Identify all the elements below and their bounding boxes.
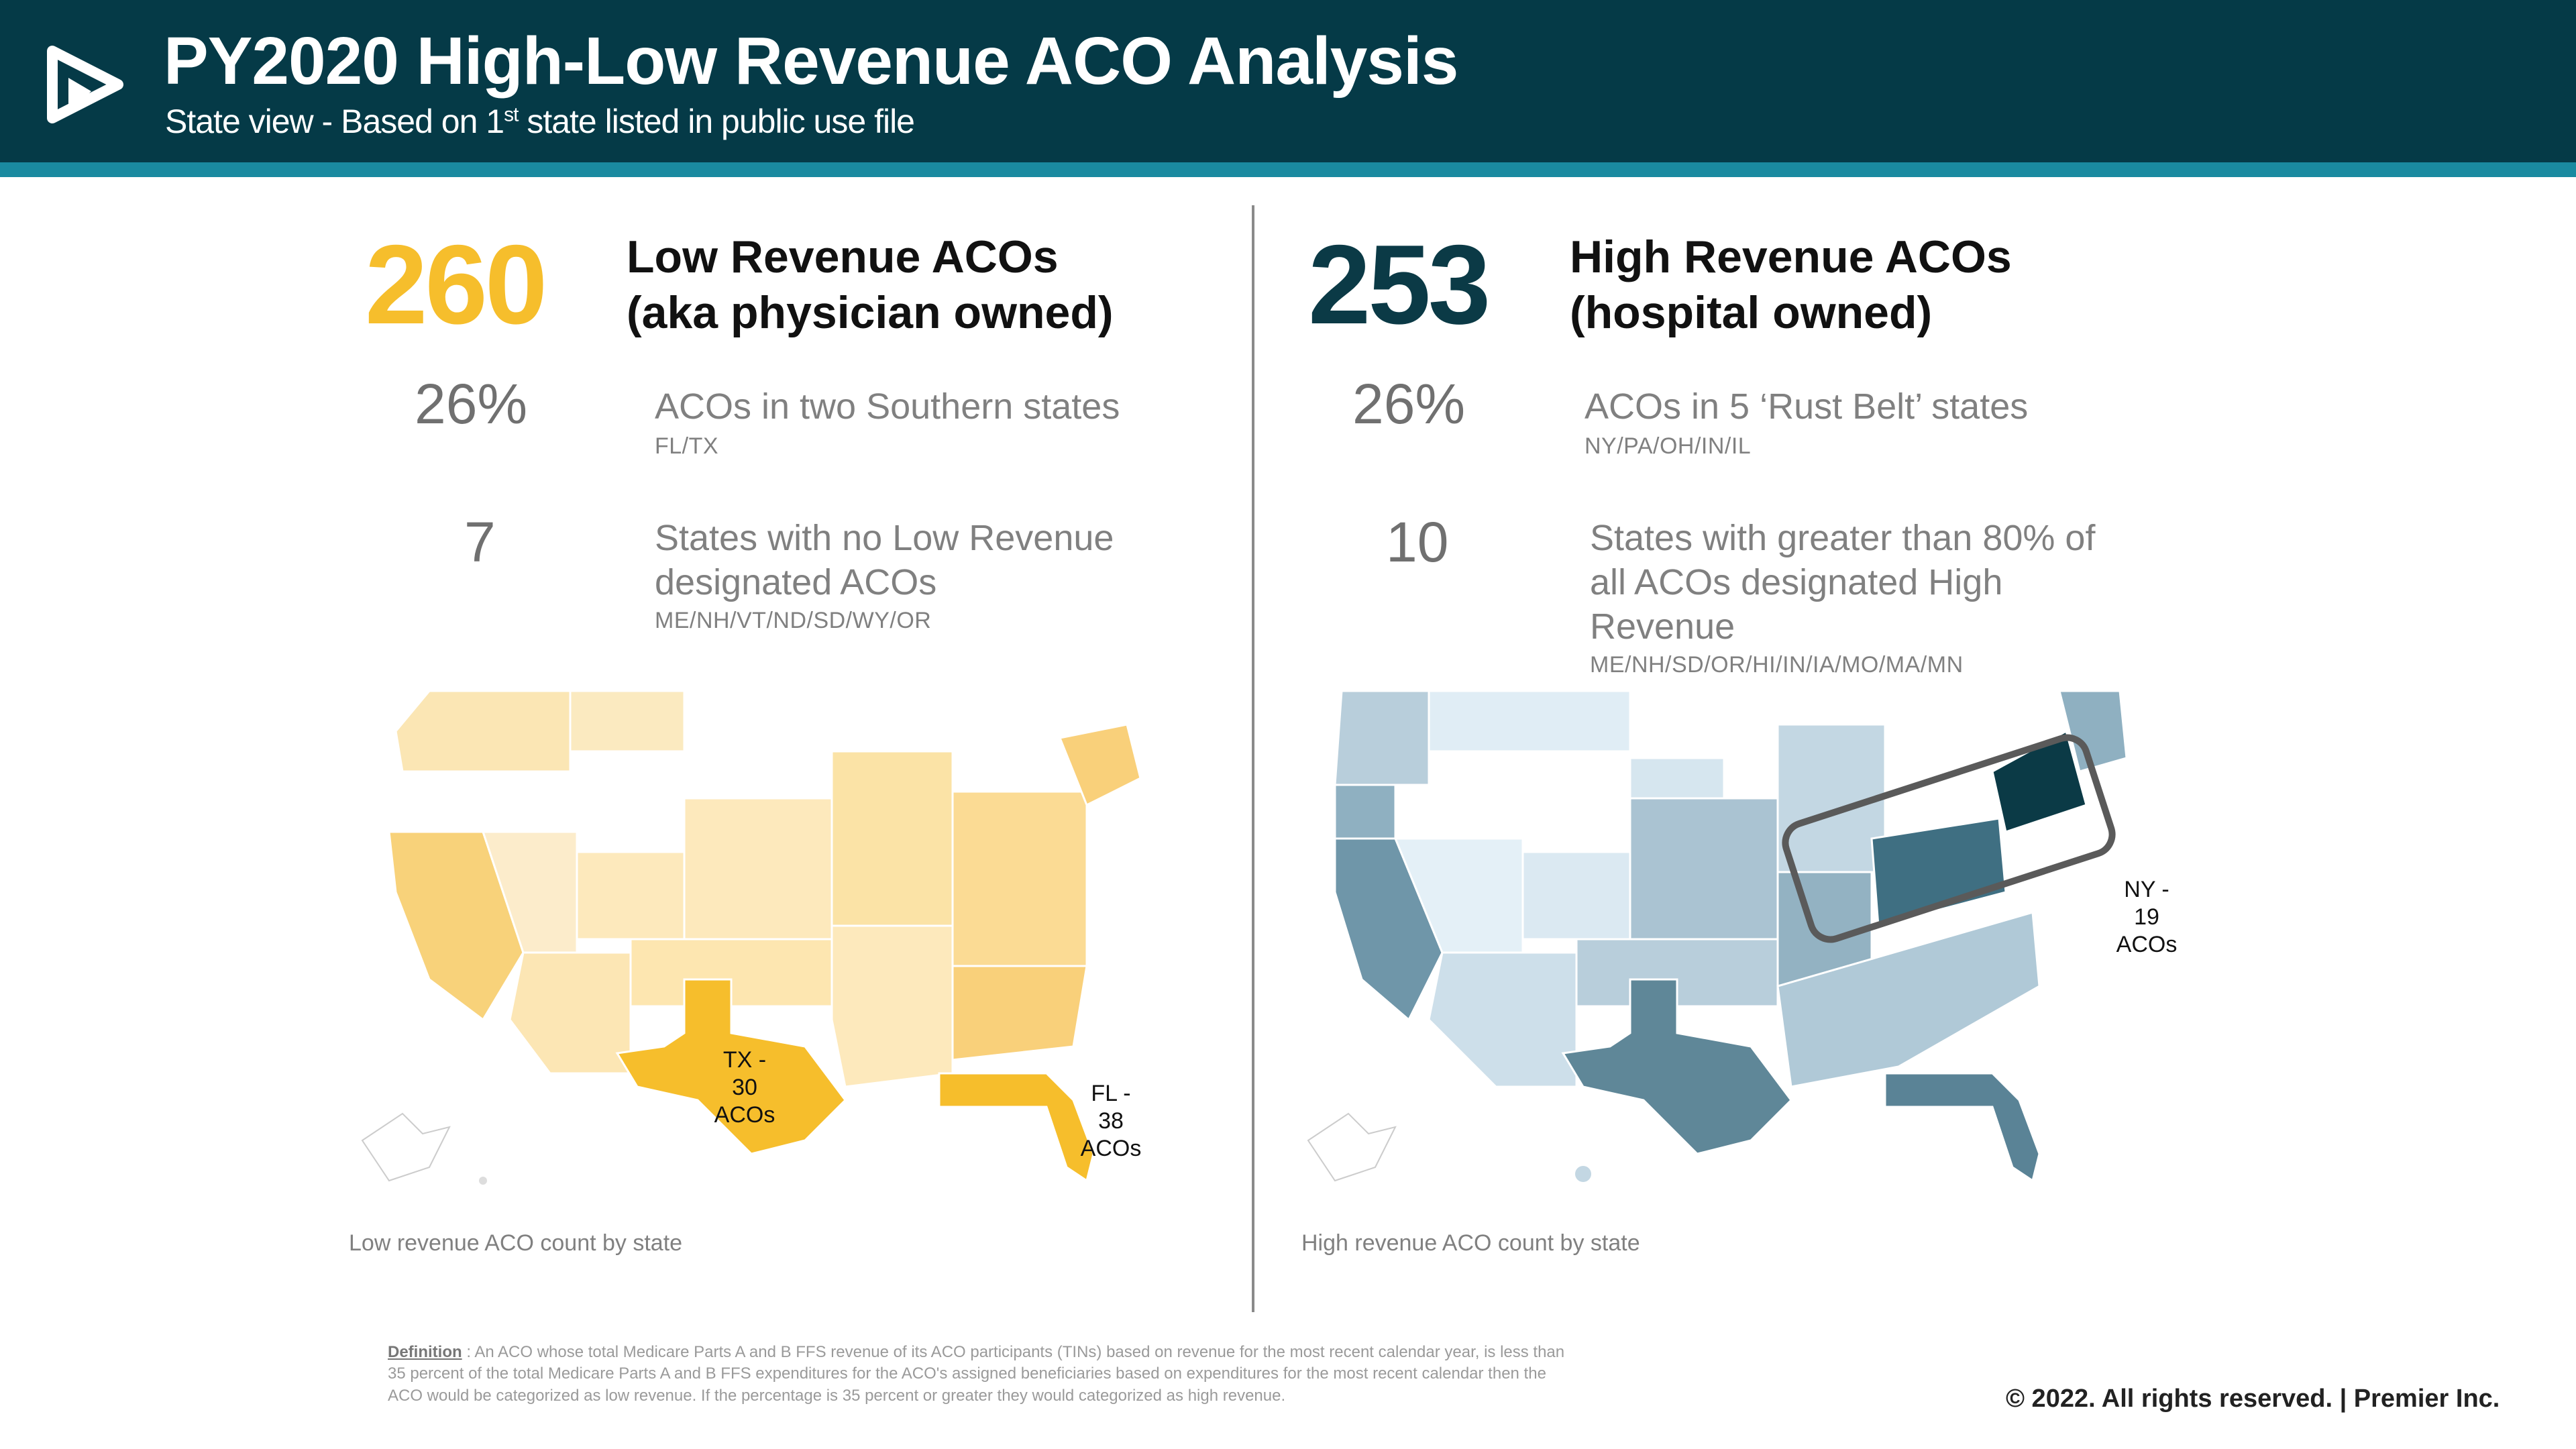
low-revenue-title: Low Revenue ACOs (aka physician owned) — [627, 229, 1114, 341]
page-subtitle: State view - Based on 1st state listed i… — [165, 103, 915, 140]
map-state-montana — [569, 690, 686, 753]
map-state-alaska — [361, 1112, 451, 1182]
low-map-caption: Low revenue ACO count by state — [349, 1230, 683, 1256]
high-stat1-sub: NY/PA/OH/IN/IL — [1585, 433, 1752, 459]
map-region-south-central — [830, 924, 954, 1088]
center-divider — [1252, 205, 1254, 1312]
low-revenue-title-line2: (aka physician owned) — [627, 286, 1114, 338]
high-revenue-us-map — [1307, 690, 2128, 1183]
premier-play-logo-icon — [47, 46, 123, 123]
map-state-south-dakota — [1629, 757, 1725, 800]
low-stat1-text: ACOs in two Southern states — [655, 386, 1120, 427]
low-stat2-text-line2: designated ACOs — [655, 561, 937, 602]
high-ny-label: NY - 19 ACOs — [2106, 876, 2187, 958]
high-ny-label-line1: NY - — [2124, 877, 2169, 902]
copyright-notice: © 2022. All rights reserved. | Premier I… — [2006, 1385, 2500, 1413]
high-ny-label-line3: ACOs — [2116, 931, 2178, 957]
map-state-new-york — [1058, 723, 1142, 807]
map-region-midwest — [830, 750, 954, 927]
map-state-texas — [615, 978, 847, 1155]
low-stat2-value: 7 — [464, 511, 496, 574]
high-stat2-sub: ME/NH/SD/OR/HI/IN/IA/MO/MA/MN — [1590, 652, 1964, 678]
high-ny-label-line2: 19 — [2134, 904, 2159, 930]
high-revenue-title-line2: (hospital owned) — [1570, 286, 1933, 338]
map-state-florida — [1884, 1072, 2041, 1183]
map-region-oklahoma-kansas — [1575, 938, 1779, 1008]
low-tx-label-line1: TX - — [722, 1047, 767, 1073]
map-region-new-england — [2058, 690, 2128, 773]
map-region-new-england — [1126, 696, 1175, 767]
high-revenue-count: 253 — [1308, 221, 1491, 347]
low-stat2-text-line1: States with no Low Revenue — [655, 518, 1114, 558]
map-state-wyoming — [1521, 784, 1618, 853]
low-revenue-title-line1: Low Revenue ACOs — [627, 231, 1059, 282]
map-region-northwest — [1334, 690, 1430, 786]
map-region-plains — [1629, 797, 1779, 941]
low-stat1-sub: FL/TX — [655, 433, 719, 459]
low-fl-label-line3: ACOs — [1080, 1135, 1142, 1161]
low-fl-label-line1: FL - — [1091, 1081, 1131, 1106]
low-tx-label: TX - 30 ACOs — [704, 1046, 785, 1128]
high-stat1-text: ACOs in 5 ‘Rust Belt’ states — [1585, 386, 2029, 427]
high-revenue-title: High Revenue ACOs (hospital owned) — [1570, 229, 2012, 341]
map-region-southeast — [951, 965, 1088, 1061]
map-region-southwest — [1428, 951, 1578, 1088]
low-stat2-text: States with no Low Revenue designated AC… — [655, 517, 1114, 605]
low-revenue-count: 260 — [365, 221, 547, 347]
header-accent-stripe — [0, 162, 2576, 177]
low-revenue-us-map — [361, 690, 1175, 1185]
definition-body: : An ACO whose total Medicare Parts A an… — [388, 1343, 1565, 1405]
map-state-colorado — [1521, 851, 1631, 941]
high-stat1-value: 26% — [1352, 372, 1466, 435]
map-state-north-dakota — [683, 710, 780, 753]
low-tx-label-line2: 30 — [732, 1074, 757, 1100]
page-title: PY2020 High-Low Revenue ACO Analysis — [164, 23, 1458, 99]
high-stat2-text-line2: all ACOs designated High — [1590, 561, 2003, 602]
map-region-plains — [683, 797, 833, 941]
map-state-texas — [1561, 978, 1792, 1155]
map-state-hawaii — [1575, 1166, 1591, 1182]
low-fl-label: FL - 38 ACOs — [1071, 1080, 1151, 1162]
map-state-hawaii — [479, 1177, 487, 1185]
low-tx-label-line3: ACOs — [714, 1102, 775, 1128]
low-stat2-sub: ME/NH/VT/ND/SD/WY/OR — [655, 608, 932, 633]
high-stat2-text: States with greater than 80% of all ACOs… — [1590, 517, 2095, 649]
high-revenue-title-line1: High Revenue ACOs — [1570, 231, 2012, 282]
map-region-east — [951, 790, 1088, 967]
high-stat2-text-line1: States with greater than 80% of — [1590, 518, 2096, 558]
definition-footnote: Definition : An ACO whose total Medicare… — [388, 1342, 1582, 1407]
map-state-alaska — [1307, 1112, 1397, 1182]
high-stat2-text-line3: Revenue — [1590, 606, 1735, 647]
high-stat2-value: 10 — [1386, 511, 1449, 574]
low-stat1-value: 26% — [415, 372, 528, 435]
high-map-caption: High revenue ACO count by state — [1301, 1230, 1640, 1256]
map-state-montana — [1428, 690, 1631, 753]
map-region-rust-belt — [1870, 817, 2007, 927]
map-region-southeast — [1776, 911, 2041, 1088]
map-region-southwest — [508, 951, 632, 1075]
map-state-florida — [938, 1072, 1095, 1183]
definition-heading: Definition — [388, 1343, 462, 1361]
map-state-oregon — [388, 790, 451, 833]
map-state-north-dakota — [1629, 710, 1725, 753]
low-fl-label-line2: 38 — [1098, 1108, 1124, 1134]
map-state-wyoming — [576, 784, 672, 853]
rust-belt-highlight-box — [1782, 734, 2116, 943]
map-state-south-dakota — [683, 757, 780, 800]
map-state-oregon — [1334, 784, 1397, 840]
map-state-colorado — [576, 851, 686, 941]
header-bar: PY2020 High-Low Revenue ACO Analysis Sta… — [0, 0, 2576, 162]
map-region-northwest — [394, 690, 572, 773]
